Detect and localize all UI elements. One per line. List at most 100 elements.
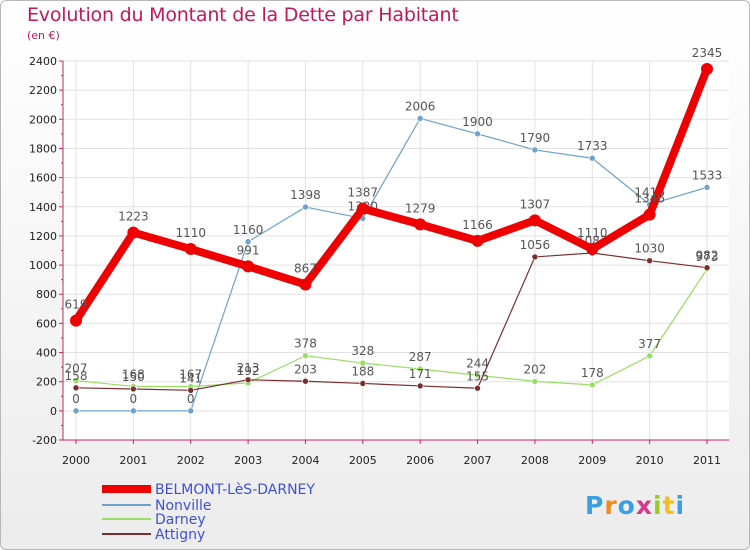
- data-label: 155: [466, 369, 489, 383]
- y-tick-label: 2400: [29, 55, 57, 68]
- data-label: 0: [72, 392, 80, 406]
- data-point: [646, 257, 653, 265]
- x-tick-label: 2003: [234, 454, 262, 467]
- logo-letter: i: [675, 491, 686, 520]
- data-point: [588, 154, 596, 162]
- data-point: [244, 238, 252, 246]
- data-label: 1110: [577, 226, 608, 240]
- data-label: 167: [179, 368, 202, 382]
- data-label: 1056: [520, 238, 551, 252]
- legend-entry: BELMONT-LèS-DARNEY: [155, 482, 315, 498]
- data-point: [416, 365, 424, 373]
- y-tick-label: 400: [36, 347, 57, 360]
- data-label: 1387: [348, 186, 379, 200]
- data-point: [416, 382, 424, 390]
- data-label: 0: [130, 392, 138, 406]
- data-point: [471, 234, 484, 247]
- data-label: 213: [237, 361, 260, 375]
- data-label: 158: [65, 369, 88, 383]
- logo-letter: r: [604, 491, 618, 520]
- y-tick-label: 1600: [29, 172, 57, 185]
- data-label: 203: [294, 362, 317, 376]
- y-tick-label: 0: [50, 405, 57, 418]
- x-tick-label: 2006: [406, 454, 434, 467]
- data-point: [474, 130, 481, 138]
- data-label: 244: [466, 356, 489, 370]
- x-tick-label: 2005: [349, 454, 377, 467]
- data-point: [531, 378, 539, 385]
- data-label: 378: [294, 337, 317, 351]
- data-point: [703, 184, 711, 191]
- data-label: 168: [122, 367, 145, 381]
- data-point: [70, 314, 82, 327]
- data-label: 207: [65, 362, 88, 376]
- y-tick-label: 1800: [29, 142, 57, 155]
- data-label: 202: [523, 362, 546, 376]
- data-point: [359, 380, 367, 387]
- data-point: [130, 407, 137, 415]
- y-tick-label: 1200: [29, 230, 57, 243]
- data-point: [474, 384, 481, 392]
- data-point: [187, 386, 195, 394]
- data-label: 2006: [405, 99, 436, 113]
- data-label: 1790: [520, 131, 551, 145]
- data-label: 150: [122, 370, 145, 384]
- y-tick-label: 600: [36, 317, 57, 330]
- logo-letter: P: [585, 491, 605, 520]
- data-point: [531, 146, 539, 154]
- x-tick-label: 2007: [464, 454, 492, 467]
- series-line-belmont-l-s-darney: [72, 65, 711, 325]
- y-tick-label: 2000: [29, 113, 57, 126]
- data-point: [416, 115, 424, 122]
- data-label: 1398: [290, 188, 321, 202]
- data-label: 1166: [462, 218, 493, 232]
- legend-entry: Nonville: [155, 498, 211, 514]
- data-point: [531, 253, 539, 261]
- data-label: 328: [351, 344, 374, 358]
- x-tick-label: 2009: [578, 454, 606, 467]
- data-label: 1307: [520, 197, 551, 211]
- data-point: [703, 264, 711, 272]
- data-point: [130, 385, 137, 393]
- data-label: 1346: [634, 192, 665, 206]
- y-tick-label: 200: [36, 376, 57, 389]
- data-point: [72, 384, 80, 392]
- data-point: [359, 359, 367, 367]
- x-tick-label: 2004: [291, 454, 319, 467]
- data-point: [414, 218, 427, 231]
- legend-entry: Attigny: [155, 527, 205, 543]
- x-tick-label: 2011: [693, 454, 721, 467]
- data-label: 1533: [692, 168, 723, 182]
- data-label: 287: [409, 350, 432, 364]
- data-label: 1110: [175, 226, 206, 240]
- data-point: [646, 352, 653, 360]
- data-point: [72, 377, 80, 384]
- data-point: [302, 377, 309, 385]
- data-label: 188: [351, 364, 374, 378]
- y-tick-label: 2200: [29, 84, 57, 97]
- data-point: [356, 202, 369, 215]
- data-point: [302, 203, 309, 211]
- data-label: 1223: [118, 210, 149, 224]
- series-line-darney: [75, 268, 708, 388]
- data-label: 619: [65, 298, 88, 312]
- data-label: 141: [179, 371, 202, 385]
- data-label: 973: [696, 250, 719, 264]
- data-point: [299, 278, 312, 291]
- y-tick-label: 1400: [29, 201, 57, 214]
- logo-letter: o: [617, 491, 636, 520]
- data-point: [302, 352, 309, 360]
- plot-area: [63, 61, 729, 440]
- data-label: 1160: [233, 223, 264, 237]
- data-label: 377: [638, 337, 661, 351]
- data-label: 192: [237, 364, 260, 378]
- data-point: [588, 381, 596, 389]
- x-tick-label: 2008: [521, 454, 549, 467]
- data-label: 1030: [634, 242, 665, 256]
- data-label: 0: [187, 392, 195, 406]
- x-tick-label: 2001: [119, 454, 147, 467]
- y-tick-label: 800: [36, 288, 57, 301]
- data-label: 991: [237, 243, 260, 257]
